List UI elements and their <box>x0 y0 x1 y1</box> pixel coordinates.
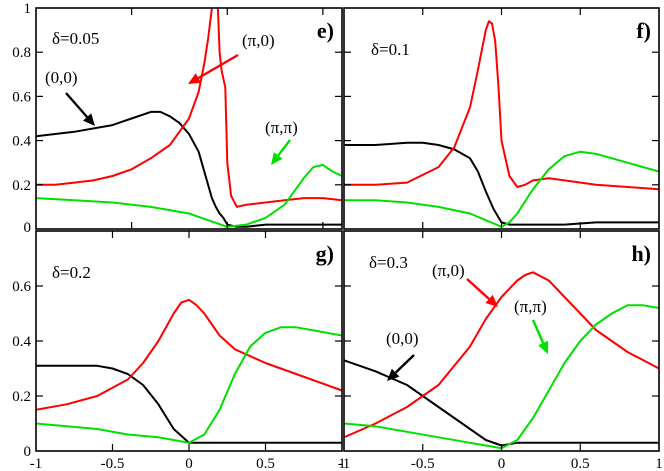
series-line-h-pi0 <box>344 271 659 439</box>
delta-label-h: δ=0.3 <box>369 253 408 272</box>
annotation-arrow-h-pipi-head <box>538 340 549 354</box>
panel-letter-h: h) <box>631 241 651 266</box>
ytick-label: 0.6 <box>12 279 31 295</box>
annotation-arrow-e-00-shaft <box>65 92 88 118</box>
xtick-label: 0 <box>185 456 193 471</box>
series-line-f-pi0 <box>344 20 659 191</box>
xtick-label: -0.5 <box>411 456 435 471</box>
xtick-label: 1 <box>655 456 663 471</box>
ytick-label: 0.4 <box>12 134 31 150</box>
annotation-arrow-h-00-head <box>387 368 400 381</box>
series-line-e-pipi <box>36 163 342 228</box>
annotation-label-h-pi0: (π,0) <box>432 261 465 280</box>
ytick-label: 1 <box>24 1 32 17</box>
xtick-label: 0.5 <box>256 456 275 471</box>
ytick-label: 0 <box>24 444 32 460</box>
annotation-arrow-e-pipi-head <box>271 152 283 165</box>
ytick-label: 0.2 <box>12 389 31 405</box>
series-line-e-pi0 <box>36 8 342 208</box>
series-line-g-pipi <box>36 326 342 444</box>
xtick-label: -1 <box>338 456 351 471</box>
series-line-e-00 <box>36 110 342 228</box>
annotation-label-e-00: (0,0) <box>45 68 78 87</box>
xtick-label: 1 <box>338 456 346 471</box>
annotation-arrow-h-pipi-shaft <box>531 319 545 344</box>
ytick-label: 0.8 <box>12 45 31 61</box>
panel-letter-g: g) <box>316 241 334 266</box>
series-line-g-pi0 <box>36 298 342 411</box>
ytick-label: 0.4 <box>12 334 31 350</box>
annotation-label-e-pipi: (π,π) <box>265 118 298 137</box>
annotation-arrow-e-00-head <box>82 113 95 126</box>
panel-letter-f: f) <box>636 18 651 43</box>
annotation-arrow-h-00-shaft <box>394 354 415 374</box>
annotation-arrow-e-pipi-shaft <box>277 139 291 157</box>
xtick-label: -1 <box>30 456 43 471</box>
delta-label-e: δ=0.05 <box>52 29 99 48</box>
panel-letter-e: e) <box>317 18 334 43</box>
annotation-label-h-00: (0,0) <box>386 329 419 348</box>
delta-label-f: δ=0.1 <box>371 40 410 59</box>
panel-h <box>343 230 660 452</box>
xtick-label: 0 <box>498 456 506 471</box>
series-line-h-00 <box>344 359 659 447</box>
annotation-label-e-pi0: (π,0) <box>242 31 275 50</box>
ytick-label: 0 <box>24 220 32 236</box>
series-line-h-pipi <box>344 304 659 450</box>
annotation-arrow-e-pi0-shaft <box>197 53 239 80</box>
xtick-label: 0.5 <box>571 456 590 471</box>
series-line-f-pipi <box>344 150 659 228</box>
annotation-label-h-pipi: (π,π) <box>514 297 547 316</box>
ytick-label: 0.2 <box>12 178 31 194</box>
annotation-arrow-h-pi0-head <box>485 294 498 307</box>
delta-label-g: δ=0.2 <box>52 263 91 282</box>
panel-f <box>343 7 660 230</box>
annotation-arrow-e-pi0-head <box>188 73 202 84</box>
panel-frame-e <box>35 7 343 230</box>
panel-e <box>35 7 343 230</box>
series-line-f-00 <box>344 141 659 226</box>
series-line-g-00 <box>36 364 342 444</box>
panel-g <box>35 230 343 452</box>
ytick-label: 0.6 <box>12 89 31 105</box>
annotation-arrow-h-pi0-shaft <box>466 278 490 300</box>
xtick-label: -0.5 <box>101 456 125 471</box>
